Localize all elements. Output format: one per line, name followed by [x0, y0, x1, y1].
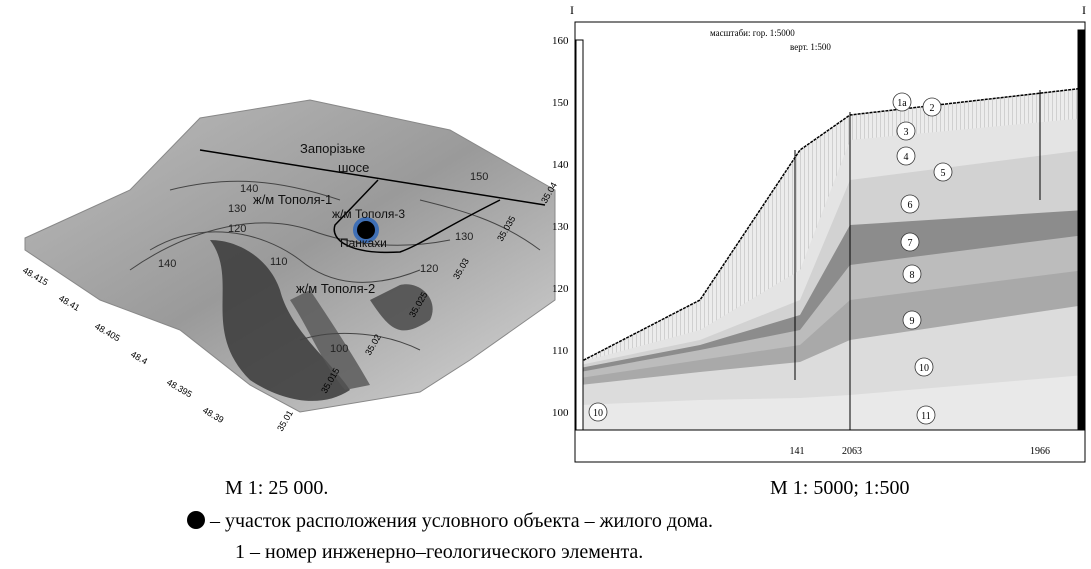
layer-number: 5 [941, 168, 946, 179]
layer-circle [914, 357, 934, 377]
contour-label: 150 [470, 171, 488, 183]
layer-number: 3 [904, 127, 909, 138]
layer-circle [900, 194, 920, 214]
elevation-label: 130 [552, 221, 569, 233]
legend-marker [187, 511, 205, 529]
section-mark: I [1082, 3, 1086, 17]
lat-tick-label: 48.395 [165, 377, 194, 399]
layer-circle [588, 402, 608, 422]
layer-circle [916, 405, 936, 425]
lat-tick-label: 48.4 [129, 349, 149, 366]
layer-number: 10 [919, 363, 929, 374]
layer-circle [922, 97, 942, 117]
layer-circle [896, 121, 916, 141]
lon-tick-label: 35.01 [275, 408, 295, 433]
elevation-label: 150 [552, 97, 569, 109]
layer-number: 2 [930, 103, 935, 114]
elevation-label: 160 [552, 35, 569, 47]
lat-tick-label: 48.39 [201, 405, 226, 425]
map-label: Панкахи [340, 236, 387, 250]
map-label: шосе [338, 160, 369, 175]
layer-number: 8 [910, 270, 915, 281]
elevation-label: 110 [552, 345, 569, 357]
lat-tick-label: 48.405 [93, 321, 122, 343]
map-label: ж/м Тополя-2 [296, 281, 375, 296]
layer-circle [902, 310, 922, 330]
contour-label: 120 [228, 223, 246, 235]
legend-text: 1 – номер инженерно–геологического элеме… [235, 541, 643, 563]
object-marker [353, 217, 379, 243]
contour-label: 130 [455, 231, 473, 243]
layer-circle [900, 232, 920, 252]
layer-circle [892, 92, 912, 112]
layer-circle [902, 264, 922, 284]
contour-label: 130 [228, 203, 246, 215]
contour-label: 100 [330, 343, 348, 355]
layer-circle [896, 146, 916, 166]
layer-number: 11 [921, 411, 931, 422]
layer-number: 7 [908, 238, 913, 249]
elevation-label: 120 [552, 283, 569, 295]
lat-tick-label: 48.415 [21, 265, 50, 287]
borehole-label: 1966 [1030, 446, 1050, 457]
elevation-label: 100 [552, 407, 569, 419]
contour-label: 140 [158, 258, 176, 270]
elevation-label: 140 [552, 159, 569, 171]
surface-map [24, 99, 556, 413]
layer-number: 6 [908, 200, 913, 211]
borehole-label: 2063 [842, 446, 862, 457]
geological-section [574, 21, 1086, 463]
scale-text: верт. 1:500 [790, 42, 831, 52]
scale-text: масштаби: гор. 1:5000 [710, 28, 795, 38]
map-label: Запорізьке [300, 141, 365, 156]
legend-text: – участок расположения условного объекта… [209, 510, 713, 532]
layer-number: 9 [910, 316, 915, 327]
contour-label: 140 [240, 183, 258, 195]
caption: М 1: 25 000. [225, 477, 328, 499]
layer-circle [933, 162, 953, 182]
map-label: ж/м Тополя-1 [253, 192, 332, 207]
contour-label: 110 [270, 256, 288, 268]
section-mark: I [570, 3, 574, 17]
layer-number: 4 [904, 152, 909, 163]
caption: М 1: 5000; 1:500 [770, 477, 909, 499]
layer-number: 1а [897, 98, 907, 109]
map-label: ж/м Тополя-3 [332, 207, 405, 221]
layer-number: 10 [593, 408, 603, 419]
lat-tick-label: 48.41 [57, 293, 82, 313]
contour-label: 120 [420, 263, 438, 275]
borehole-label: 141 [790, 446, 805, 457]
